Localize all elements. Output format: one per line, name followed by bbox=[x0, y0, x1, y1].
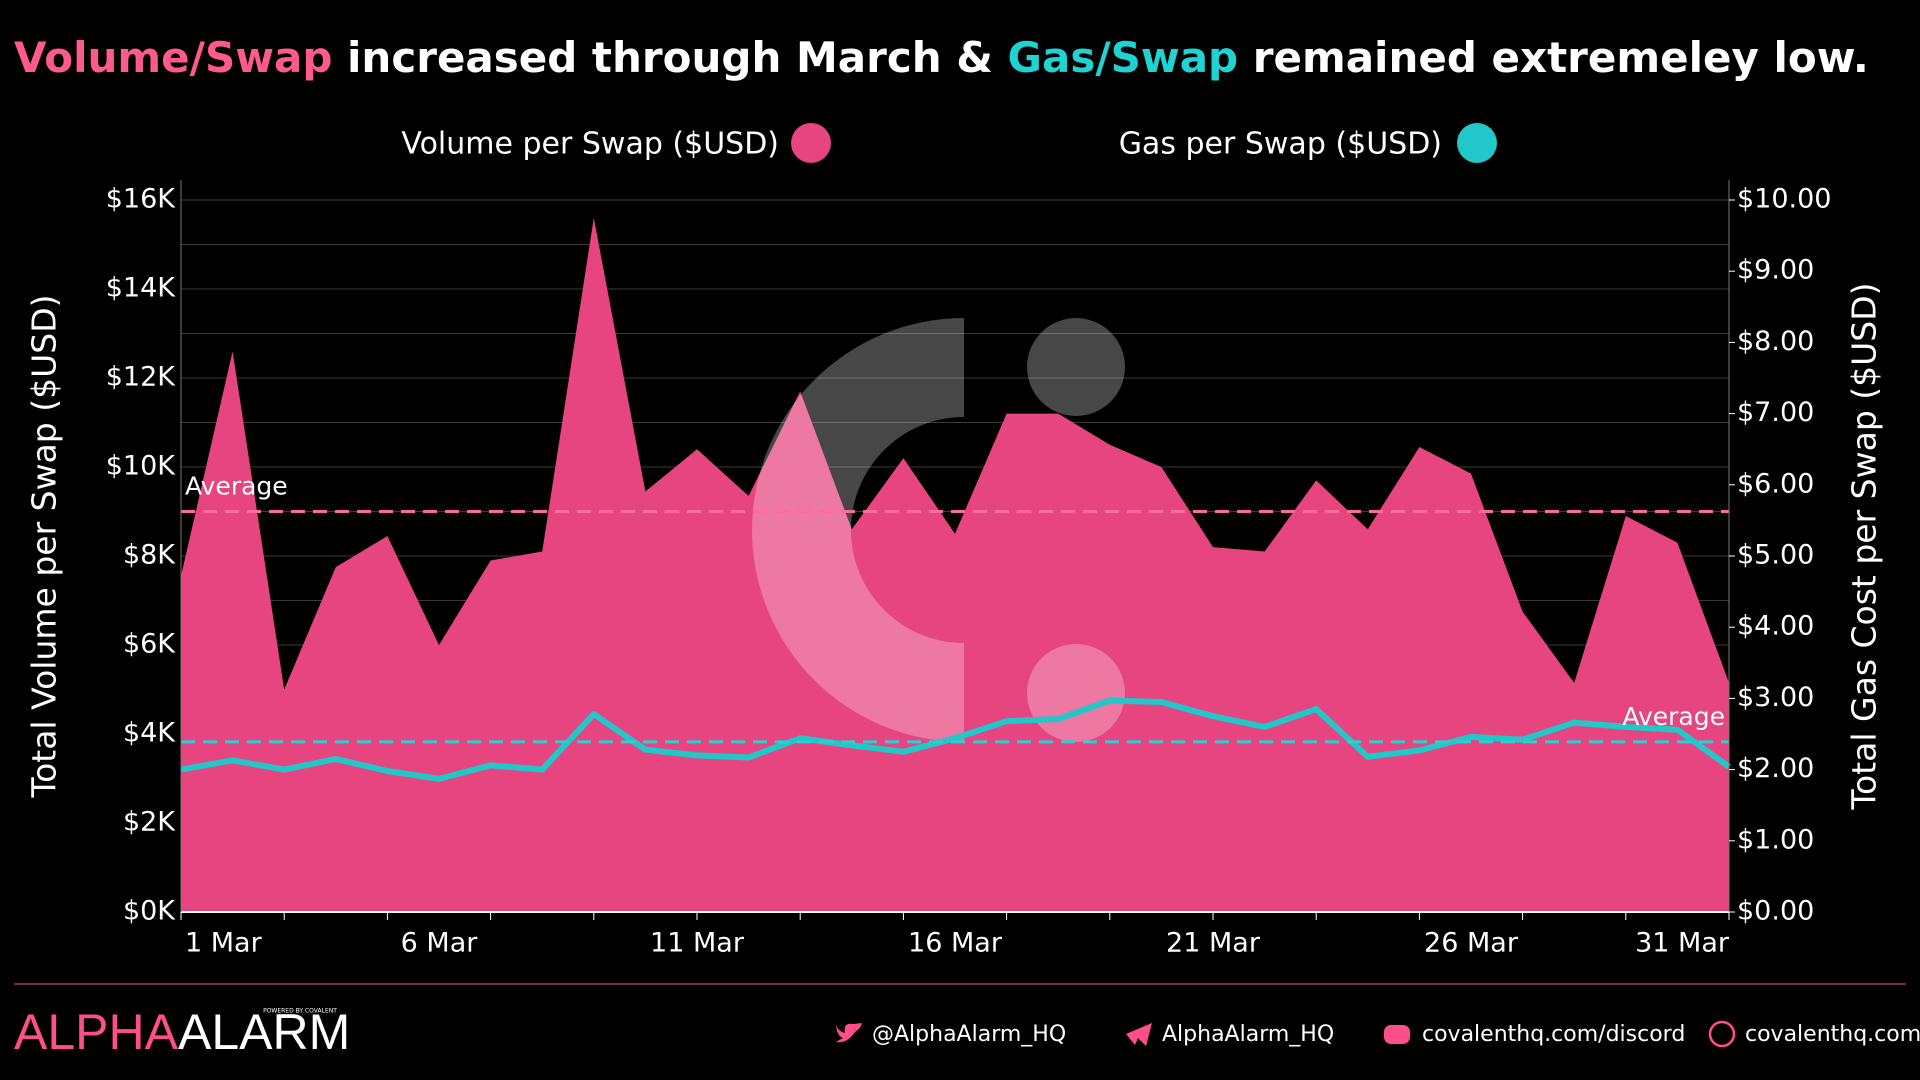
y-tick-label: $14K bbox=[106, 273, 177, 304]
x-tick-label: 21 Mar bbox=[1166, 928, 1261, 959]
footer-link: AlphaAlarm_HQ bbox=[1162, 1022, 1334, 1047]
x-tick-label: 1 Mar bbox=[185, 928, 263, 959]
footer-link: covalenthq.com bbox=[1745, 1022, 1920, 1047]
watermark-dot bbox=[1027, 318, 1125, 416]
brand-part: ALARM bbox=[178, 1004, 350, 1060]
y2-tick-label: $10.00 bbox=[1737, 184, 1831, 215]
y2-axis-title: Total Gas Cost per Swap ($USD) bbox=[1845, 282, 1884, 810]
footer-link: covalenthq.com/discord bbox=[1422, 1022, 1685, 1047]
gas-line bbox=[180, 697, 1731, 782]
y2-tick-label: $7.00 bbox=[1737, 397, 1814, 428]
y2-tick-label: $5.00 bbox=[1737, 540, 1814, 571]
x-tick-label: 31 Mar bbox=[1635, 928, 1730, 959]
average-label: Average bbox=[1622, 702, 1725, 731]
y-tick-label: $16K bbox=[106, 184, 177, 215]
x-tick-label: 11 Mar bbox=[650, 928, 745, 959]
y2-tick-label: $6.00 bbox=[1737, 468, 1814, 499]
legend-label: Gas per Swap ($USD) bbox=[1119, 127, 1442, 162]
y2-tick-label: $1.00 bbox=[1737, 824, 1814, 855]
x-tick-label: 6 Mar bbox=[401, 928, 479, 959]
discord-icon bbox=[1384, 1025, 1410, 1044]
legend-marker bbox=[1457, 123, 1497, 163]
legend-marker bbox=[791, 123, 831, 163]
y2-tick-label: $4.00 bbox=[1737, 611, 1814, 642]
brand-logo: ALPHAALARM bbox=[14, 1004, 350, 1060]
y2-tick-label: $8.00 bbox=[1737, 326, 1814, 357]
title-segment: Volume/Swap bbox=[14, 33, 332, 82]
y2-tick-label: $0.00 bbox=[1737, 896, 1814, 927]
y-tick-label: $2K bbox=[123, 807, 176, 838]
twitter-icon bbox=[836, 1023, 862, 1043]
brand-tagline: POWERED BY COVALENT bbox=[263, 1008, 337, 1015]
x-tick-label: 26 Mar bbox=[1424, 928, 1519, 959]
title-segment: Gas/Swap bbox=[1008, 33, 1239, 82]
telegram-icon bbox=[1126, 1023, 1152, 1046]
watermark-dot bbox=[1027, 644, 1125, 742]
y-tick-label: $8K bbox=[123, 540, 176, 571]
y2-tick-label: $2.00 bbox=[1737, 753, 1814, 784]
title-segment: increased through March & bbox=[347, 33, 993, 82]
title-segment: remained extremeley low. bbox=[1253, 33, 1869, 82]
y-axis-title: Total Volume per Swap ($USD) bbox=[25, 295, 64, 799]
average-label: Average bbox=[185, 472, 288, 501]
y-tick-label: $4K bbox=[123, 718, 176, 749]
footer-link: @AlphaAlarm_HQ bbox=[872, 1022, 1066, 1047]
y-tick-label: $10K bbox=[106, 451, 177, 482]
chart-title: Volume/Swap increased through March & Ga… bbox=[14, 33, 1869, 82]
y2-tick-label: $3.00 bbox=[1737, 682, 1814, 713]
x-tick-label: 16 Mar bbox=[908, 928, 1003, 959]
y-tick-label: $6K bbox=[123, 629, 176, 660]
watermark-ring bbox=[752, 318, 964, 742]
legend-label: Volume per Swap ($USD) bbox=[401, 127, 779, 162]
brand-part: ALPHA bbox=[14, 1004, 179, 1060]
y2-tick-label: $9.00 bbox=[1737, 255, 1814, 286]
y-tick-label: $12K bbox=[106, 362, 177, 393]
y-tick-label: $0K bbox=[123, 896, 176, 927]
globe-icon bbox=[1708, 1020, 1736, 1048]
